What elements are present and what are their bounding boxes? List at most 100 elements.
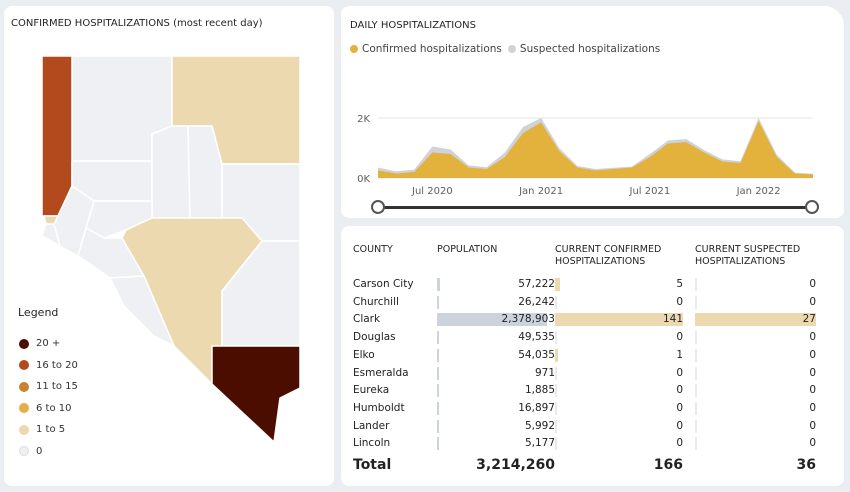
- legend-dot: [19, 403, 29, 414]
- header-population[interactable]: POPULATION: [437, 244, 498, 255]
- table-row[interactable]: Churchill 26,242 0 0: [353, 294, 833, 312]
- county-douglas: [41, 223, 61, 247]
- suspected-cell: 0: [809, 437, 816, 450]
- county-cell: Lander: [353, 419, 390, 432]
- confirmed-cell: 0: [676, 331, 683, 344]
- suspected-cell: 0: [809, 331, 816, 344]
- county-cell: Elko: [353, 348, 375, 361]
- bar-baseline: [695, 278, 697, 291]
- table-row[interactable]: Humboldt 16,897 0 0: [353, 400, 833, 418]
- suspected-cell: 27: [802, 313, 816, 326]
- data-bar: [437, 313, 547, 327]
- suspected-cell: 0: [809, 278, 816, 290]
- legend-suspected[interactable]: Suspected hospitalizations: [507, 43, 660, 55]
- chart-panel: DAILY HOSPITALIZATIONS Confirmed hospita…: [341, 6, 844, 218]
- date-range-slider-track[interactable]: [378, 206, 812, 209]
- county-cell: Esmeralda: [353, 366, 409, 379]
- y-tick-label: 2K: [357, 114, 370, 125]
- data-bar: [437, 384, 439, 398]
- confirmed-cell: 1: [676, 348, 683, 361]
- bar-baseline: [695, 331, 697, 345]
- bar-baseline: [555, 419, 557, 433]
- table-row[interactable]: Lander 5,992 0 0: [353, 418, 833, 436]
- legend-dot: [19, 360, 29, 371]
- data-bar: [437, 348, 440, 362]
- population-cell: 49,535: [518, 331, 555, 344]
- county-cell: Churchill: [353, 295, 399, 308]
- data-bar: [437, 295, 439, 309]
- map-title: CONFIRMED HOSPITALIZATIONS (most recent …: [11, 18, 263, 29]
- data-bar: [437, 331, 440, 345]
- table-row[interactable]: Douglas 49,535 0 0: [353, 329, 833, 347]
- header-confirmed-line1: CURRENT CONFIRMED: [555, 244, 662, 255]
- legend-dot: [19, 338, 29, 349]
- map-legend: Legend 20 + 16 to 20 11 to 15 6 to 10 1 to 5…: [18, 306, 78, 462]
- table-row[interactable]: Eureka 1,885 0 0: [353, 382, 833, 400]
- bar-baseline: [555, 331, 557, 345]
- legend-title: Legend: [18, 306, 59, 319]
- county-cell: Eureka: [353, 384, 390, 397]
- total-row: Total 3,214,260 166 36: [353, 454, 833, 476]
- bar-baseline: [695, 295, 697, 309]
- legend-item[interactable]: 6 to 10: [18, 398, 78, 420]
- legend-item[interactable]: 1 to 5: [18, 419, 78, 441]
- data-bar: [437, 419, 439, 433]
- date-range-slider-start-handle[interactable]: [371, 200, 385, 214]
- table-row[interactable]: Elko 54,035 1 0: [353, 347, 833, 365]
- county-cell: Douglas: [353, 331, 396, 344]
- legend-item[interactable]: 20 +: [18, 333, 78, 355]
- population-cell: 26,242: [518, 295, 555, 308]
- bar-baseline: [555, 366, 557, 380]
- legend-confirmed[interactable]: Confirmed hospitalizations: [350, 43, 502, 55]
- bar-baseline: [695, 384, 697, 398]
- county-cell: Carson City: [353, 278, 414, 290]
- legend-label: 1 to 5: [36, 424, 66, 436]
- confirmed-cell: 5: [676, 278, 683, 290]
- county-cell: Clark: [353, 313, 381, 326]
- x-tick-label: Jan 2022: [736, 186, 781, 197]
- map-panel: CONFIRMED HOSPITALIZATIONS (most recent …: [4, 6, 334, 486]
- confirmed-area[interactable]: [378, 121, 813, 178]
- data-bar: [437, 401, 439, 415]
- table-row[interactable]: Lincoln 5,177 0 0: [353, 435, 833, 453]
- table-row[interactable]: Esmeralda 971 0 0: [353, 365, 833, 383]
- confirmed-cell: 0: [676, 384, 683, 397]
- legend-label: 6 to 10: [36, 402, 72, 414]
- header-suspected[interactable]: CURRENT SUSPECTED HOSPITALIZATIONS: [695, 244, 800, 268]
- y-tick-label: 0K: [357, 174, 370, 185]
- chart-title: DAILY HOSPITALIZATIONS: [350, 20, 476, 31]
- legend-item[interactable]: 16 to 20: [18, 355, 78, 377]
- suspected-cell: 0: [809, 366, 816, 379]
- legend-label: 0: [36, 445, 43, 457]
- confirmed-cell: 0: [676, 419, 683, 432]
- chart-legend: Confirmed hospitalizations Suspected hos…: [350, 43, 666, 55]
- header-suspected-line1: CURRENT SUSPECTED: [695, 244, 801, 255]
- table-row[interactable]: Carson City 57,222 5 0: [353, 276, 833, 294]
- total-confirmed: 166: [653, 457, 683, 473]
- population-cell: 5,177: [524, 437, 555, 450]
- nevada-county-map[interactable]: [4, 6, 334, 486]
- header-confirmed[interactable]: CURRENT CONFIRMED HOSPITALIZATIONS: [555, 244, 661, 268]
- population-cell: 1,885: [524, 384, 555, 397]
- header-suspected-line2: HOSPITALIZATIONS: [695, 256, 786, 267]
- legend-label: 20 +: [36, 338, 61, 350]
- hospitalizations-area-chart[interactable]: 0K 2K Jul 2020 Jan 2021 Jul 2021 Jan 2022: [341, 6, 844, 218]
- suspected-cell: 0: [809, 384, 816, 397]
- data-bar: [437, 278, 440, 291]
- legend-label: 16 to 20: [36, 359, 78, 371]
- confirmed-cell: 0: [676, 437, 683, 450]
- legend-item[interactable]: 0: [18, 441, 78, 463]
- confirmed-cell: 0: [676, 366, 683, 379]
- data-bar: [555, 313, 683, 327]
- legend-item[interactable]: 11 to 15: [18, 376, 78, 398]
- date-range-slider-end-handle[interactable]: [805, 200, 819, 214]
- total-label: Total: [353, 457, 392, 473]
- county-cell: Lincoln: [353, 437, 391, 450]
- table-row[interactable]: Clark 2,378,903 141 27: [353, 311, 833, 329]
- header-county[interactable]: COUNTY: [353, 244, 393, 255]
- suspected-cell: 0: [809, 401, 816, 414]
- population-cell: 54,035: [518, 348, 555, 361]
- legend-dot: [19, 381, 29, 392]
- data-bar: [437, 437, 439, 451]
- legend-label: 11 to 15: [36, 381, 78, 393]
